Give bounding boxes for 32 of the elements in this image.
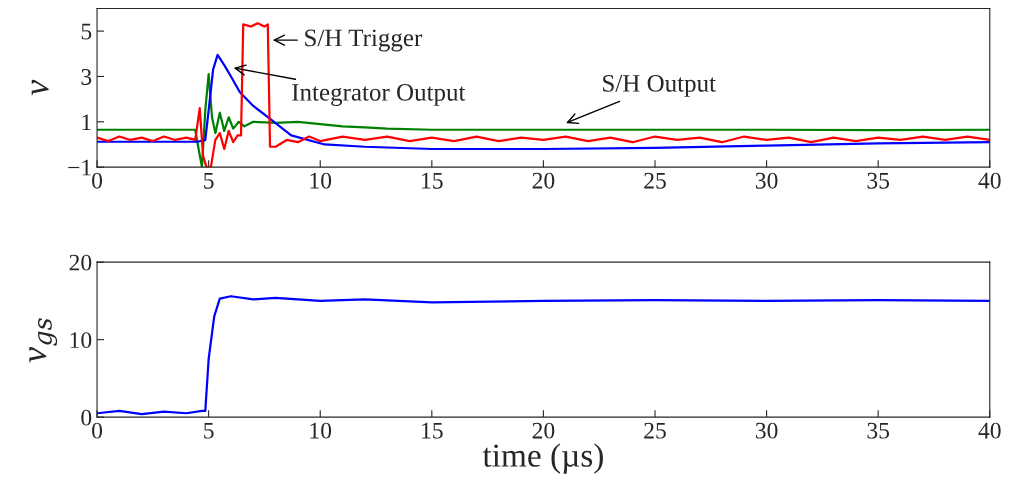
x-axis-title: time (µs) — [482, 443, 603, 474]
y-tick-label: 5 — [81, 23, 92, 40]
x-tick-label: 30 — [755, 172, 778, 189]
y-tick-label: 20 — [69, 254, 92, 271]
x-tick-label: 20 — [532, 172, 555, 189]
x-tick-label: 40 — [978, 422, 1001, 439]
x-tick-label: 25 — [644, 172, 666, 189]
x-tick-label: 5 — [204, 172, 214, 189]
annotation: S/H Output — [603, 74, 716, 97]
x-tick-label: 30 — [755, 422, 778, 439]
x-tick-label: 35 — [867, 172, 890, 189]
y-tick-label: 10 — [70, 332, 92, 349]
x-tick-label: 15 — [422, 172, 443, 189]
x-tick-label: 5 — [204, 422, 214, 439]
line-series — [97, 53, 990, 151]
x-tick-label: 35 — [867, 422, 890, 439]
x-tick-label: 25 — [644, 422, 666, 439]
x-tick-label: 10 — [310, 172, 332, 189]
annotation: S/H Trigger — [305, 29, 423, 52]
x-tick-label: 40 — [978, 172, 1001, 189]
y-tick-label: 3 — [81, 69, 92, 85]
y-axis-title: v — [31, 79, 49, 96]
y-tick-label: 1 — [82, 114, 91, 130]
y-tick-label: −1 — [68, 159, 91, 176]
x-tick-label: 10 — [310, 422, 332, 439]
x-tick-label: 0 — [92, 172, 103, 189]
x-tick-label: 20 — [532, 422, 555, 439]
x-tick-label: 15 — [422, 422, 443, 439]
x-tick-label: 0 — [92, 422, 103, 439]
annotation: Integrator Output — [292, 83, 466, 106]
y-tick-label: 0 — [81, 409, 92, 426]
y-axis-title: v$_{gs}$ — [29, 318, 58, 363]
